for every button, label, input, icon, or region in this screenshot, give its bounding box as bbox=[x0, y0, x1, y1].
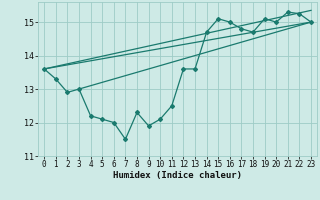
X-axis label: Humidex (Indice chaleur): Humidex (Indice chaleur) bbox=[113, 171, 242, 180]
